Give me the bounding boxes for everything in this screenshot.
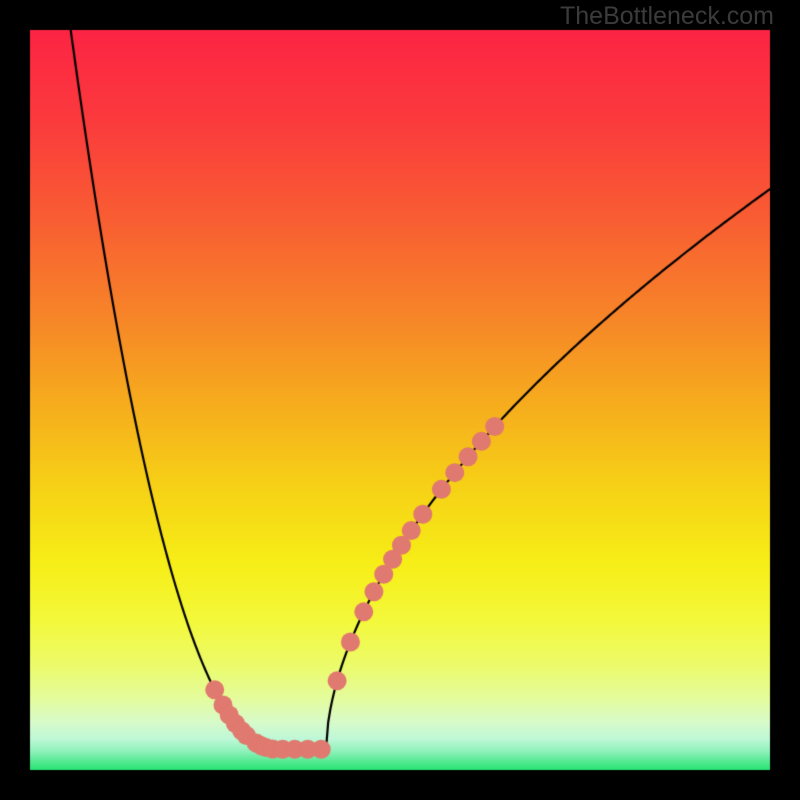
watermark-thebottleneck: TheBottleneck.com — [560, 2, 774, 31]
chart-stage: TheBottleneck.com — [0, 0, 800, 800]
bottleneck-curve-plot — [0, 0, 800, 800]
